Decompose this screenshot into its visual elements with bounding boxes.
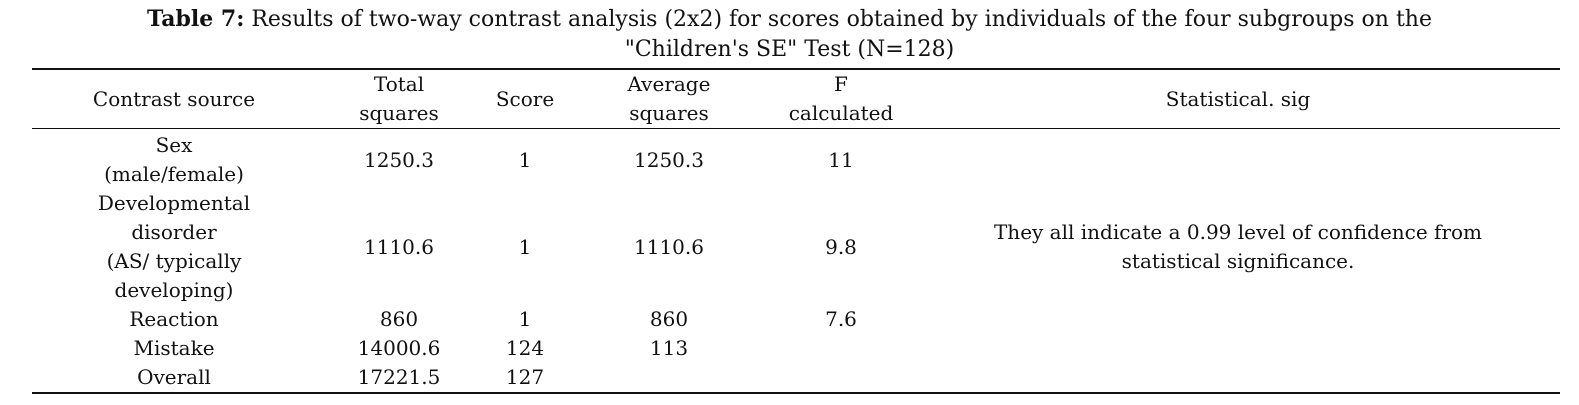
- table-row: Overall 17221.5 127: [0, 363, 1579, 392]
- row-source: Developmental disorder (AS/ typically de…: [97, 191, 251, 302]
- row-total-squares: 1250.3: [364, 147, 434, 172]
- row-score: 1: [518, 234, 532, 259]
- significance-note: They all indicate a 0.99 level of confid…: [993, 220, 1483, 273]
- row-average-squares: 1250.3: [634, 147, 704, 172]
- caption-line-1: Table 7: Results of two-way contrast ana…: [0, 4, 1579, 35]
- row-source: Sex (male/female): [104, 133, 244, 186]
- table-row: Sex (male/female) 1250.3 1 1250.3 11: [0, 131, 1579, 189]
- row-source: Reaction: [129, 307, 219, 331]
- row-total-squares: 860: [379, 307, 419, 331]
- row-score: 124: [505, 336, 545, 360]
- row-total-squares: 14000.6: [357, 336, 441, 360]
- table-header-rule: [32, 128, 1560, 129]
- row-score: 1: [518, 147, 532, 172]
- row-f-calculated: 11: [828, 147, 854, 172]
- table-top-rule: [32, 68, 1560, 70]
- row-average-squares: 1110.6: [634, 234, 704, 259]
- row-average-squares: 113: [649, 336, 689, 360]
- row-score: 127: [505, 365, 545, 389]
- row-total-squares: 1110.6: [364, 234, 434, 259]
- table-row: Reaction 860 1 860 7.6: [0, 305, 1579, 334]
- table-row: Developmental disorder (AS/ typically de…: [0, 189, 1579, 305]
- row-total-squares: 17221.5: [357, 365, 441, 389]
- row-source: Mistake: [133, 336, 215, 360]
- table-bottom-rule: [32, 392, 1560, 394]
- row-average-squares: 860: [649, 307, 689, 331]
- row-source: Overall: [137, 365, 211, 389]
- table-row: Mistake 14000.6 124 113: [0, 334, 1579, 363]
- header-score: Score: [495, 86, 555, 111]
- caption-label: Table 7:: [146, 6, 245, 32]
- caption-line-2: "Children's SE" Test (N=128): [624, 37, 955, 62]
- row-f-calculated: 7.6: [825, 307, 857, 331]
- table-caption: Table 7: Results of two-way contrast ana…: [0, 4, 1579, 65]
- header-contrast-source: Contrast source: [92, 86, 256, 111]
- header-f-calculated: F calculated: [788, 72, 894, 125]
- caption-text: Results of two-way contrast analysis (2x…: [251, 7, 1432, 32]
- header-statistical-sig: Statistical. sig: [1165, 86, 1311, 111]
- row-f-calculated: 9.8: [825, 234, 857, 259]
- header-total-squares: Total squares: [359, 72, 439, 125]
- row-score: 1: [518, 307, 532, 331]
- header-average-squares: Average squares: [627, 72, 711, 125]
